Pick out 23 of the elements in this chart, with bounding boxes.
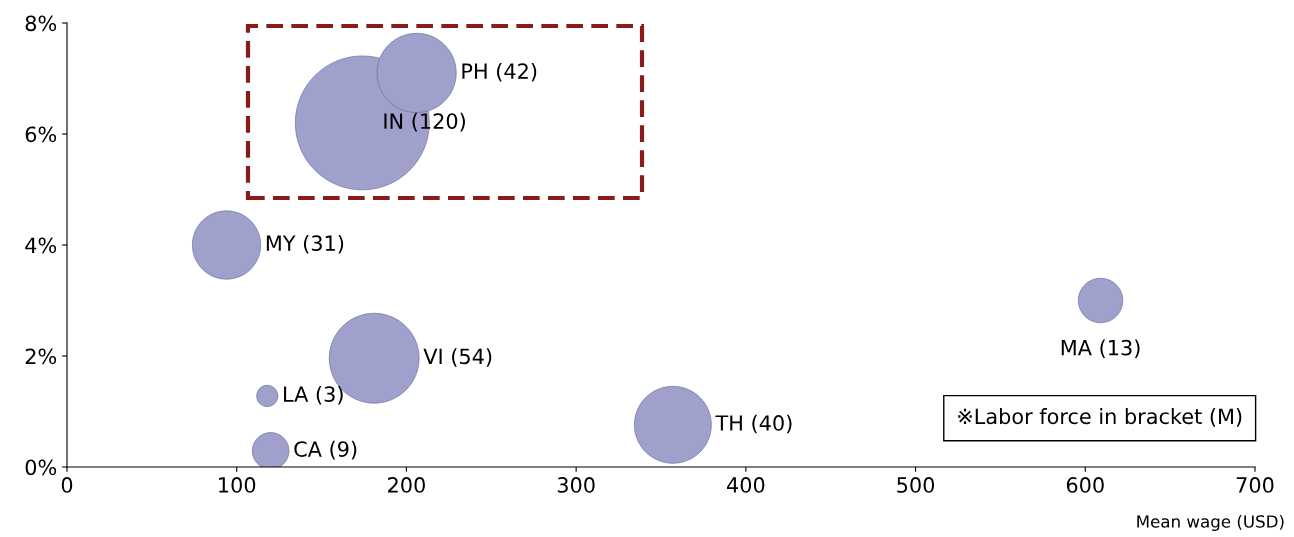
x-tick-label: 400: [726, 477, 765, 493]
x-tick-label: 700: [1236, 477, 1274, 493]
x-tick-label: 0: [61, 477, 73, 493]
y-tick-label: 0%: [25, 459, 57, 476]
y-tick-label: 4%: [25, 237, 57, 254]
annotation: LA (3): [284, 385, 343, 405]
annotation: IN (120): [384, 112, 465, 132]
y-tick-label: 8%: [25, 15, 57, 32]
x-axis-title: Mean wage (USD): [1137, 514, 1284, 531]
y-tick-label: 6%: [25, 126, 57, 143]
annotation: CA (9): [294, 440, 357, 460]
x-tick-label: 300: [557, 477, 595, 493]
y-tick-label: 2%: [25, 348, 57, 365]
annotation: ※Labor force in bracket (M): [958, 408, 1242, 427]
x-tick-label: 500: [897, 477, 935, 493]
annotation: MA (13): [1061, 339, 1140, 358]
x-tick-label: 600: [1066, 477, 1104, 493]
annotation: TH (40): [715, 414, 792, 434]
x-tick-label: 100: [219, 477, 256, 493]
annotation: PH (42): [462, 62, 537, 82]
annotation: MY (31): [266, 234, 344, 254]
x-tick-label: 200: [388, 477, 425, 493]
annotation: VI (54): [423, 348, 492, 367]
